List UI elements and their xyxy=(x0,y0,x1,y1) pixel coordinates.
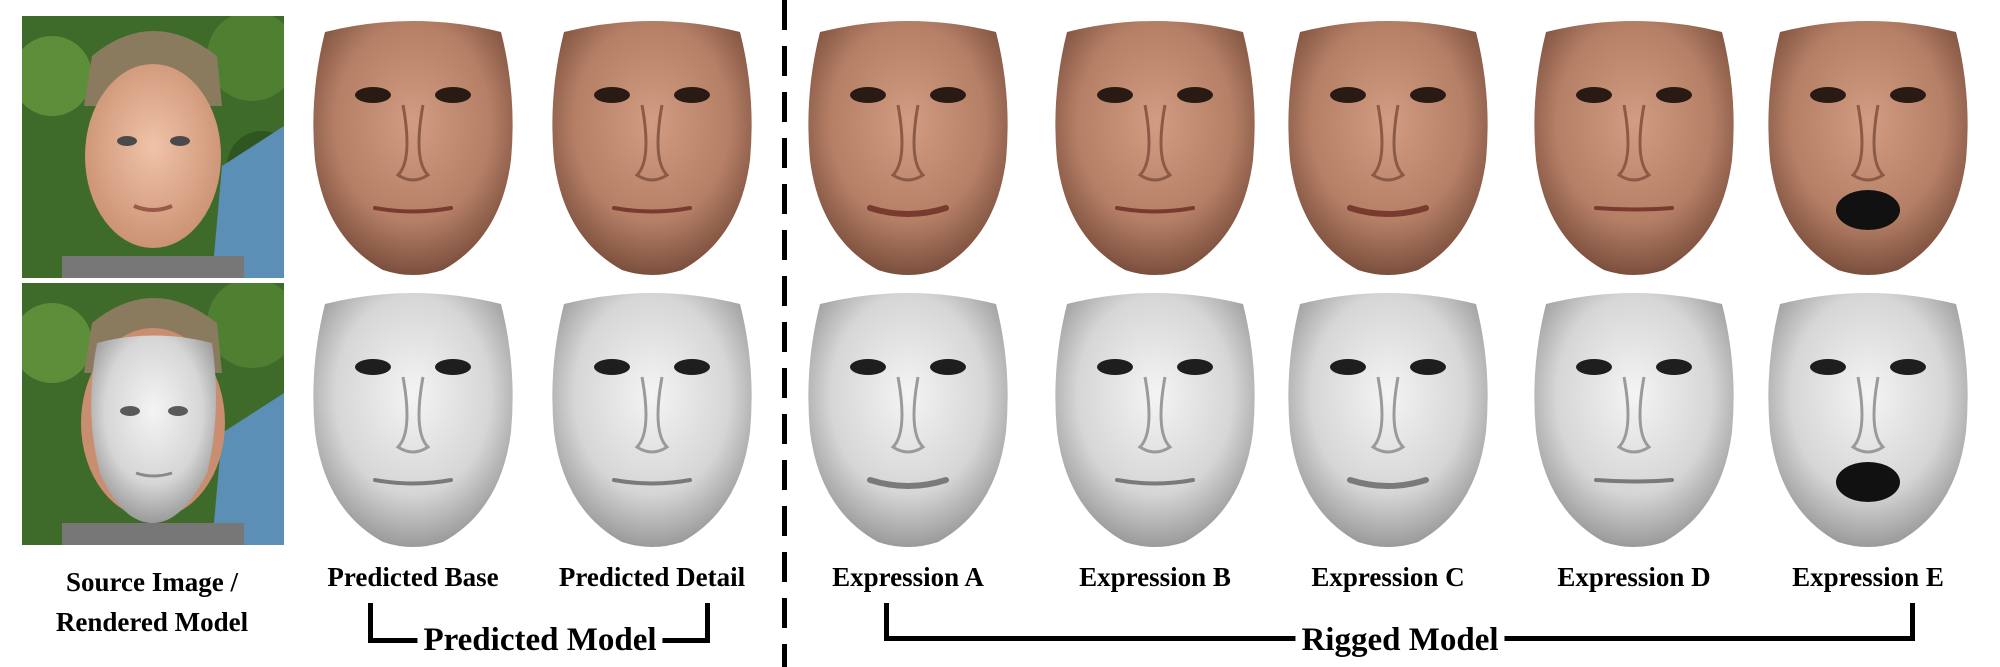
predicted-detail-mesh-face xyxy=(552,293,752,547)
section-divider xyxy=(782,0,787,667)
rendered-model-image xyxy=(22,283,284,545)
label-expression-b: Expression B xyxy=(1079,562,1231,592)
expression-e-mesh-face xyxy=(1768,293,1968,547)
label-predicted-base: Predicted Base xyxy=(327,562,499,592)
expression-b-mesh-face xyxy=(1055,293,1255,547)
predicted-base-mesh-face xyxy=(313,293,513,547)
expression-c-textured-face xyxy=(1288,21,1488,275)
expression-a-mesh-face xyxy=(808,293,1008,547)
label-expression-e: Expression E xyxy=(1792,562,1944,592)
label-expression-c: Expression C xyxy=(1311,562,1465,592)
expression-c-mesh-face xyxy=(1288,293,1488,547)
predicted-detail-textured-face xyxy=(552,21,752,275)
predicted-model-label: Predicted Model xyxy=(417,622,663,659)
expression-e-textured-face xyxy=(1768,21,1968,275)
label-expression-a: Expression A xyxy=(832,562,984,592)
source-image xyxy=(22,16,284,278)
expression-a-textured-face xyxy=(808,21,1008,275)
label-predicted-detail: Predicted Detail xyxy=(558,562,746,592)
expression-d-mesh-face xyxy=(1534,293,1734,547)
predicted-base-textured-face xyxy=(313,21,513,275)
rigged-model-label: Rigged Model xyxy=(1295,622,1505,659)
label-source: Source Image / Rendered Model xyxy=(55,567,249,637)
expression-b-textured-face xyxy=(1055,21,1255,275)
expression-d-textured-face xyxy=(1534,21,1734,275)
label-expression-d: Expression D xyxy=(1557,562,1711,592)
